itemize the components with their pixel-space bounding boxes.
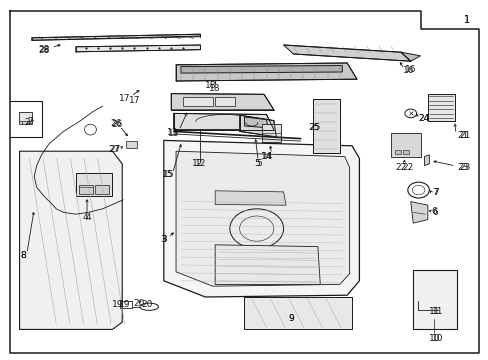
Polygon shape <box>283 45 410 61</box>
Bar <box>402 150 408 154</box>
Text: 2: 2 <box>24 118 30 127</box>
Text: 6: 6 <box>430 207 436 216</box>
Text: 23: 23 <box>456 163 468 171</box>
Text: 11: 11 <box>427 307 439 316</box>
Bar <box>76 173 112 196</box>
Text: 17: 17 <box>128 96 140 105</box>
Text: 7: 7 <box>432 188 438 197</box>
Text: 27: 27 <box>108 145 120 154</box>
Text: 16: 16 <box>404 65 416 74</box>
Text: 28: 28 <box>38 45 50 54</box>
Text: 15: 15 <box>163 170 174 179</box>
Text: 21: 21 <box>456 130 468 139</box>
Text: 3: 3 <box>160 235 165 244</box>
Bar <box>79 185 93 194</box>
Text: 16: 16 <box>403 66 414 75</box>
Text: 5: 5 <box>253 159 259 168</box>
Text: 8: 8 <box>20 251 26 260</box>
Text: 21: 21 <box>459 130 470 139</box>
Text: 19: 19 <box>111 300 123 309</box>
Text: 25: 25 <box>308 122 320 131</box>
Text: 12: 12 <box>194 159 206 168</box>
Text: 10: 10 <box>431 334 443 343</box>
Text: 18: 18 <box>209 84 221 93</box>
Bar <box>120 301 132 308</box>
Text: 8: 8 <box>20 251 26 260</box>
Bar <box>19 112 32 122</box>
Bar <box>394 150 400 154</box>
Text: 22: 22 <box>394 163 406 171</box>
Text: 7: 7 <box>431 188 437 197</box>
Text: 5: 5 <box>256 158 262 167</box>
Text: 23: 23 <box>459 163 470 172</box>
Text: 20: 20 <box>133 299 145 307</box>
Polygon shape <box>176 63 356 81</box>
Bar <box>95 185 109 194</box>
Polygon shape <box>239 115 276 137</box>
Text: 9: 9 <box>287 314 293 323</box>
Text: 14: 14 <box>261 152 273 161</box>
Polygon shape <box>410 202 427 223</box>
Text: 9: 9 <box>287 314 293 323</box>
Polygon shape <box>215 191 285 205</box>
Polygon shape <box>163 140 359 297</box>
Text: 24: 24 <box>417 114 428 123</box>
Bar <box>126 141 137 148</box>
Polygon shape <box>424 155 428 166</box>
Text: 20: 20 <box>141 300 152 309</box>
Bar <box>390 133 420 157</box>
Polygon shape <box>173 113 273 130</box>
Polygon shape <box>244 117 267 128</box>
Text: 1: 1 <box>463 15 469 25</box>
Bar <box>215 97 234 106</box>
Polygon shape <box>176 151 349 286</box>
Polygon shape <box>400 52 420 61</box>
Text: 22: 22 <box>402 163 413 172</box>
Text: 11: 11 <box>431 307 443 316</box>
Text: 26: 26 <box>111 120 123 129</box>
Text: 14: 14 <box>260 152 272 161</box>
Polygon shape <box>312 99 339 153</box>
Text: 1: 1 <box>463 15 469 25</box>
Text: 4: 4 <box>82 213 88 222</box>
Polygon shape <box>244 297 351 329</box>
Text: 6: 6 <box>432 208 438 217</box>
Text: 24: 24 <box>417 114 428 123</box>
Text: 26: 26 <box>110 119 122 128</box>
Text: 4: 4 <box>85 213 91 222</box>
Polygon shape <box>215 245 320 284</box>
Bar <box>427 94 454 121</box>
Bar <box>19 121 32 124</box>
Text: 13: 13 <box>167 129 179 138</box>
Polygon shape <box>181 66 342 73</box>
Text: 3: 3 <box>161 235 166 244</box>
Text: 12: 12 <box>192 159 203 168</box>
Text: 15: 15 <box>162 170 173 179</box>
Bar <box>412 270 456 329</box>
Text: 13: 13 <box>166 128 178 137</box>
Text: 19: 19 <box>119 300 130 309</box>
Text: 17: 17 <box>119 94 130 103</box>
Text: 27: 27 <box>109 145 121 154</box>
Polygon shape <box>171 94 273 110</box>
Polygon shape <box>20 151 122 329</box>
Polygon shape <box>76 45 200 52</box>
Bar <box>183 97 212 106</box>
Text: 18: 18 <box>204 81 216 90</box>
Text: 2: 2 <box>27 117 33 126</box>
Text: 25: 25 <box>309 123 321 132</box>
Bar <box>261 124 281 142</box>
Polygon shape <box>32 34 200 40</box>
Text: 28: 28 <box>38 46 50 55</box>
Text: 10: 10 <box>427 334 439 343</box>
